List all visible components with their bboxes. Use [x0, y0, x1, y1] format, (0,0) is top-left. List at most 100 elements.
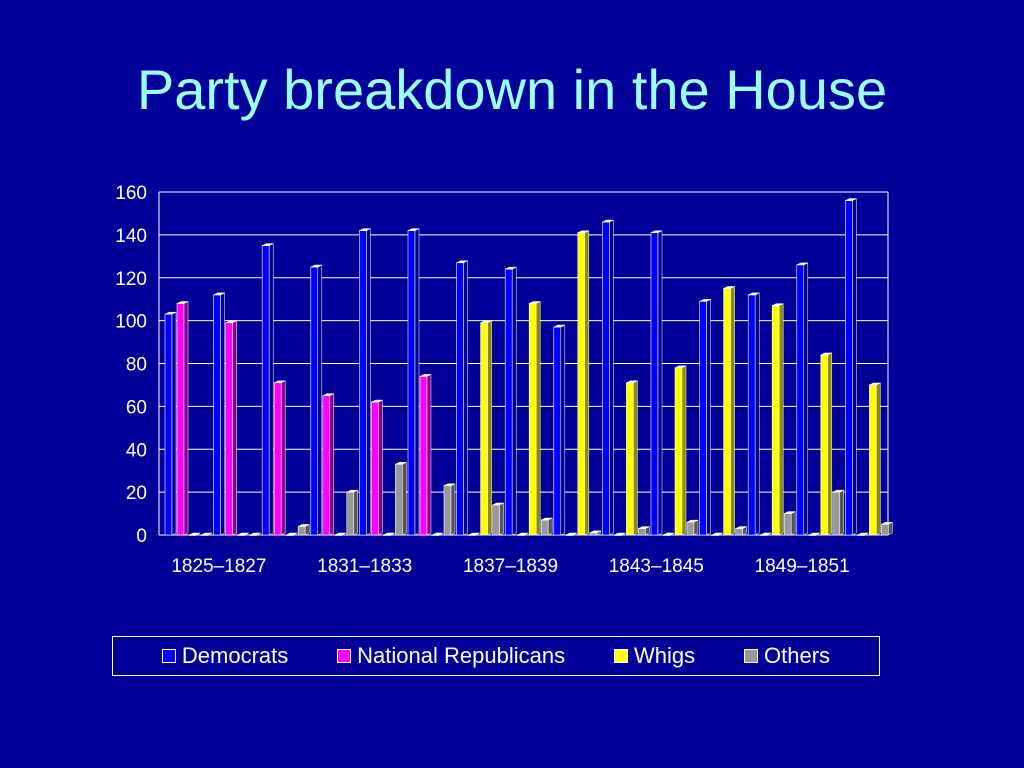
bar-top	[286, 532, 298, 536]
bar	[334, 532, 346, 536]
legend-label-others: Others	[764, 643, 831, 668]
bar-top	[310, 264, 322, 268]
bar-top	[468, 532, 480, 536]
bar-front	[699, 301, 707, 536]
legend-item-democrats: Democrats	[161, 643, 288, 669]
bar-front	[322, 395, 331, 536]
bar	[322, 393, 335, 536]
bar	[188, 532, 201, 536]
bar-side	[463, 260, 468, 536]
bar-side	[317, 264, 323, 536]
bar	[213, 292, 225, 536]
bar	[431, 532, 444, 536]
bar-top	[298, 524, 310, 527]
y-tick-label: 160	[115, 183, 147, 204]
bar-top	[784, 511, 796, 514]
bar-front	[747, 294, 756, 536]
bar-side	[232, 320, 237, 536]
bar-top	[541, 517, 553, 521]
bar	[176, 301, 189, 536]
bar	[723, 286, 735, 536]
bar	[577, 230, 590, 536]
bar	[346, 489, 359, 536]
bar	[553, 324, 566, 536]
bar-top	[431, 532, 444, 536]
bar-side	[633, 380, 638, 536]
bar-side	[790, 511, 796, 536]
bar	[164, 311, 177, 536]
legend-item-others: Others	[744, 643, 830, 669]
bar-front	[213, 294, 221, 536]
bar-side	[511, 266, 517, 536]
bar	[626, 380, 638, 536]
bar	[419, 373, 432, 536]
bar	[504, 266, 517, 536]
bar	[820, 352, 833, 536]
bar-front	[456, 262, 464, 536]
bar	[662, 532, 675, 536]
bar-side	[681, 365, 687, 536]
bar-top	[225, 320, 237, 324]
legend-swatch-others	[744, 649, 759, 663]
bar-side	[450, 483, 456, 536]
bar-top	[456, 260, 468, 263]
legend-item-national-republicans: National Republicans	[337, 643, 565, 669]
bar	[395, 461, 407, 536]
y-tick-label: 60	[126, 397, 147, 418]
y-tick-label: 140	[115, 226, 147, 247]
bar	[771, 303, 784, 536]
bar	[285, 532, 298, 536]
bar-front	[845, 200, 853, 536]
bar-top	[419, 374, 432, 377]
bar-side	[329, 393, 335, 536]
x-tick-label: 1837–1839	[463, 556, 558, 577]
bar-top	[699, 299, 711, 302]
bar-front	[540, 519, 549, 536]
slide-title: Party breakdown in the House	[136, 58, 888, 121]
bar-top	[832, 489, 844, 493]
bar-front	[771, 305, 780, 536]
bar	[602, 219, 614, 536]
legend-swatch-whigs	[613, 649, 628, 663]
bar-front	[419, 376, 428, 536]
bar-front	[261, 245, 270, 536]
bar	[796, 262, 809, 536]
legend-item-whigs: Whigs	[613, 643, 695, 669]
bar-top	[674, 365, 687, 369]
bar-top	[857, 532, 869, 536]
bar	[674, 365, 687, 536]
bar	[881, 521, 893, 536]
bar-front	[881, 523, 889, 536]
bar-side	[280, 380, 286, 536]
bar-side	[378, 399, 383, 536]
bar-side	[535, 301, 541, 536]
bar-top	[602, 219, 614, 223]
bar-front	[164, 313, 173, 536]
bar-front	[176, 303, 185, 536]
bar	[297, 524, 310, 536]
tick-labels: 0 20 40 60 80 100 120 140 160 1825–1827 1831–1833 1…	[115, 183, 849, 577]
bar	[310, 264, 323, 536]
bar	[832, 489, 845, 536]
bar-top	[881, 522, 893, 525]
bar-top	[176, 301, 189, 304]
y-tick-label: 120	[115, 269, 147, 290]
bar-front	[528, 303, 537, 536]
bar-top	[334, 532, 346, 536]
bar-side	[876, 382, 881, 536]
bar-top	[274, 380, 286, 384]
bar-side	[220, 292, 225, 536]
bar-top	[213, 292, 225, 296]
bar	[249, 532, 261, 536]
bar	[565, 532, 577, 536]
bar	[845, 198, 857, 536]
bar	[711, 532, 723, 536]
bar	[480, 320, 492, 536]
bar	[468, 532, 480, 536]
bar	[699, 298, 711, 536]
bar-front	[553, 326, 562, 536]
bar-top	[565, 532, 577, 536]
bar-front	[577, 232, 586, 536]
bar-front	[626, 382, 634, 536]
bar	[443, 483, 456, 536]
